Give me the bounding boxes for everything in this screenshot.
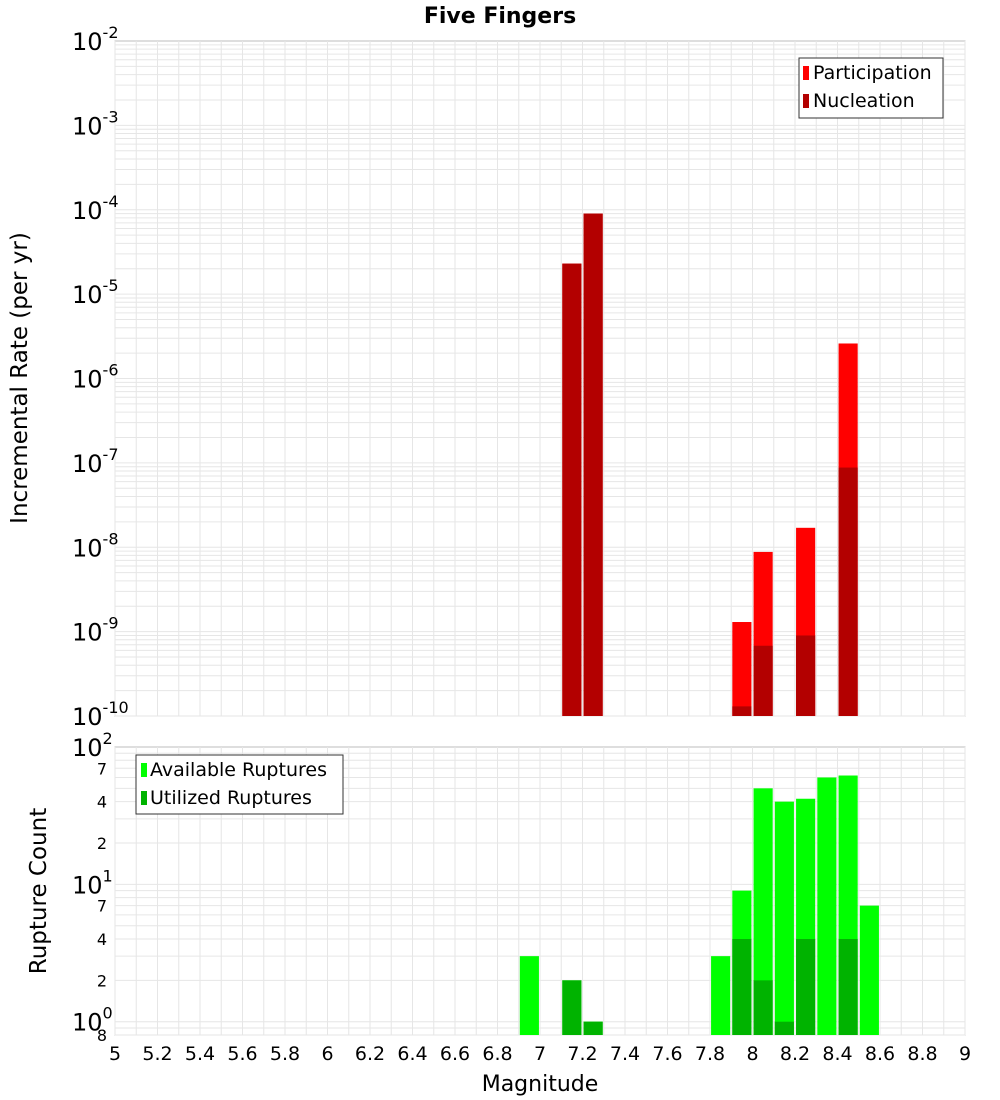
nucleation-bar [796, 635, 816, 716]
count-y-minor-label: 2 [97, 834, 107, 853]
count-y-minor-label: 7 [97, 759, 107, 778]
x-tick-label: 5 [109, 1043, 121, 1065]
available-bar [753, 788, 773, 1035]
nucleation-bar [562, 263, 582, 716]
chart-title: Five Fingers [424, 4, 576, 29]
rate-legend-box [798, 57, 944, 119]
rate-y-tick-label: 10-2 [72, 23, 119, 56]
x-tick-label: 6 [321, 1043, 333, 1065]
legend-swatch-utilized [141, 791, 147, 805]
count-legend: Available Ruptures Utilized Ruptures [135, 754, 344, 815]
count-legend-box [135, 754, 344, 815]
x-tick-label: 8 [746, 1043, 758, 1065]
x-tick-label: 5.8 [270, 1043, 300, 1065]
x-tick-label: 6.6 [440, 1043, 470, 1065]
count-y-tick-label: 101 [72, 866, 113, 899]
legend-label-utilized: Utilized Ruptures [150, 787, 312, 809]
utilized-bar [732, 939, 752, 1035]
count-y-axis-label: Rupture Count [26, 808, 52, 974]
rate-legend: Participation Nucleation [798, 57, 944, 119]
legend-label-available: Available Ruptures [150, 759, 327, 781]
count-y-minor-label: 8 [97, 1026, 107, 1045]
x-tick-label: 8.6 [865, 1043, 895, 1065]
x-tick-labels: 5 5.2 5.4 5.6 5.8 6 6.2 6.4 6.6 6.8 7 7.2 7.4 7.6 7.8 8… [109, 1043, 971, 1065]
x-tick-label: 6.4 [397, 1043, 427, 1065]
x-tick-label: 8.8 [907, 1043, 937, 1065]
rate-y-tick-label: 10-3 [72, 107, 119, 140]
x-tick-label: 7 [534, 1043, 546, 1065]
rate-y-tick-label: 10-8 [72, 529, 119, 562]
count-panel: 102 101 100 7 4 2 7 4 2 8 Rupture Count Available… [26, 729, 966, 1045]
count-bars [519, 775, 879, 1035]
nucleation-bar [732, 706, 752, 716]
count-y-minor-label: 4 [97, 793, 107, 812]
rate-y-tick-label: 10-6 [72, 361, 119, 394]
x-tick-label: 6.2 [355, 1043, 385, 1065]
available-bar [817, 777, 837, 1035]
count-y-tick-label: 100 [72, 1004, 113, 1037]
rate-y-tick-label: 10-7 [72, 445, 119, 478]
nucleation-bar [583, 213, 603, 717]
x-axis-label: Magnitude [482, 1072, 599, 1097]
legend-label-participation: Participation [813, 62, 932, 84]
legend-label-nucleation: Nucleation [813, 90, 915, 112]
utilized-bar [583, 1021, 603, 1035]
x-tick-label: 7.8 [695, 1043, 725, 1065]
x-tick-label: 7.2 [567, 1043, 597, 1065]
rate-y-tick-label: 10-10 [72, 698, 129, 731]
count-y-tick-label: 102 [72, 729, 113, 762]
x-tick-label: 8.4 [822, 1043, 852, 1065]
x-tick-label: 5.2 [142, 1043, 172, 1065]
nucleation-bar [838, 467, 858, 716]
utilized-bar [774, 1021, 794, 1035]
utilized-bar [796, 939, 816, 1035]
available-bar [711, 956, 731, 1035]
legend-swatch-available [141, 763, 147, 777]
x-tick-label: 9 [959, 1043, 971, 1065]
count-y-minor-label: 2 [97, 971, 107, 990]
count-y-ticks: 102 101 100 7 4 2 7 4 2 8 [72, 729, 113, 1045]
rate-grid [114, 41, 966, 717]
nucleation-bar [753, 645, 773, 716]
available-bar [774, 801, 794, 1035]
x-tick-label: 7.6 [652, 1043, 682, 1065]
utilized-bar [562, 980, 582, 1035]
utilized-bar [838, 939, 858, 1035]
legend-swatch-participation [803, 66, 809, 80]
utilized-bar [753, 980, 773, 1035]
rate-y-ticks: 10-2 10-3 10-4 10-5 10-6 10-7 10-8 10-9 10-10 [72, 23, 129, 731]
count-y-minor-label: 7 [97, 897, 107, 916]
rate-panel: 10-2 10-3 10-4 10-5 10-6 10-7 10-8 10-9 10-10 In… [7, 23, 966, 731]
rate-bars [562, 213, 858, 717]
count-y-minor-label: 4 [97, 930, 107, 949]
rate-y-tick-label: 10-4 [72, 192, 119, 225]
available-bar [519, 956, 539, 1035]
rate-y-tick-label: 10-9 [72, 614, 119, 647]
rate-y-axis-label: Incremental Rate (per yr) [7, 232, 33, 524]
x-tick-label: 7.4 [610, 1043, 640, 1065]
x-tick-label: 6.8 [482, 1043, 512, 1065]
rate-y-tick-label: 10-5 [72, 276, 119, 309]
legend-swatch-nucleation [803, 94, 809, 108]
available-bar [859, 905, 879, 1035]
x-tick-label: 5.6 [227, 1043, 257, 1065]
x-tick-label: 5.4 [185, 1043, 215, 1065]
x-tick-label: 8.2 [780, 1043, 810, 1065]
participation-bar [732, 622, 752, 716]
